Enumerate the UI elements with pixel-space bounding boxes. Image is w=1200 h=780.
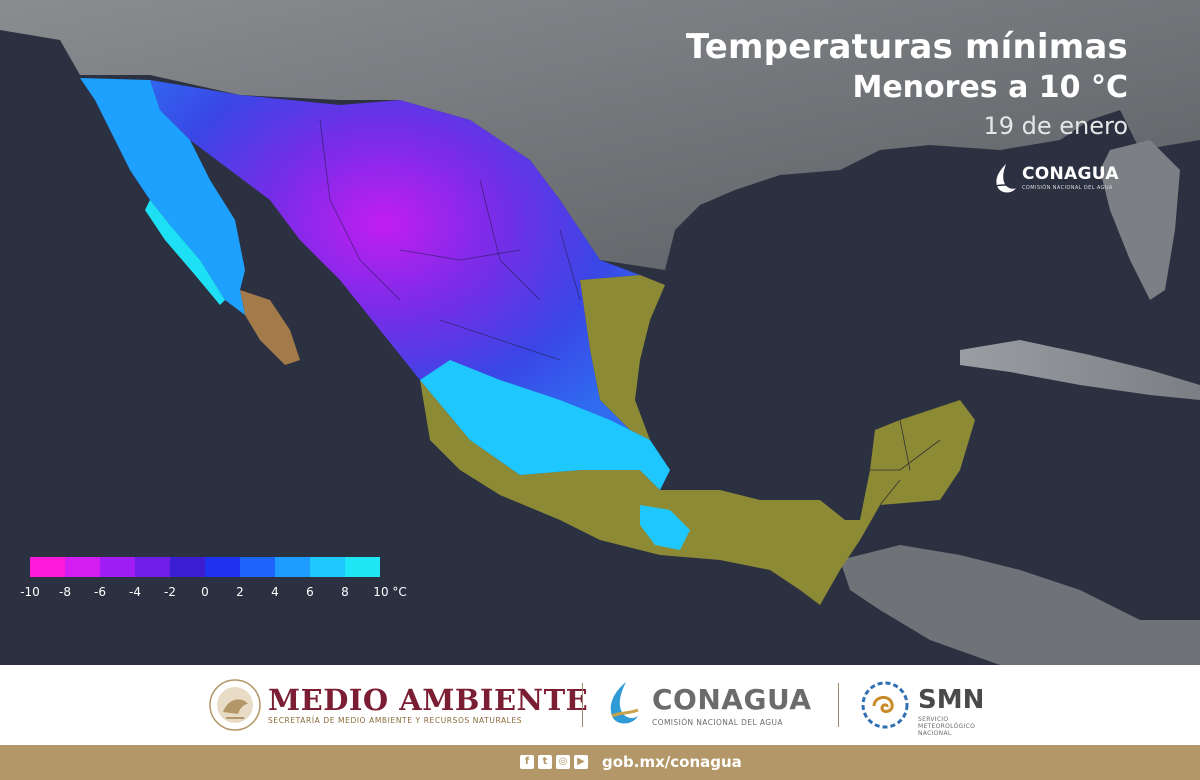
medio-ambiente-title: MEDIO AMBIENTE [268, 683, 589, 717]
legend-tick-label: 10 °C [373, 585, 407, 599]
legend-tick-label: 2 [236, 585, 244, 599]
legend-tick-label: 6 [306, 585, 314, 599]
youtube-icon[interactable]: ▶ [574, 755, 588, 769]
cuba-landmass [960, 340, 1200, 400]
legend-swatch [240, 557, 275, 577]
legend-tick-label: -2 [164, 585, 176, 599]
medio-ambiente-subtitle: SECRETARÍA DE MEDIO AMBIENTE Y RECURSOS … [268, 716, 523, 725]
legend-swatch [205, 557, 240, 577]
usa-landmass [0, 0, 1200, 270]
legend-ticks: -10 -8 -6 -4 -2 0 2 4 6 8 10 °C [20, 585, 412, 601]
social-links: f t ◎ ▶ [520, 755, 588, 771]
mexico-coat-of-arms-icon [209, 679, 261, 731]
legend-tick-label: -4 [129, 585, 141, 599]
website-link[interactable]: gob.mx/conagua [602, 753, 742, 771]
mexico-warm-region [420, 380, 975, 605]
baja-california-cool [80, 78, 245, 315]
conagua-logo-icon [610, 682, 639, 724]
map-title-block: Temperaturas mínimas Menores a 10 °C 19 … [686, 26, 1128, 144]
conagua-subtitle: COMISIÓN NACIONAL DEL AGUA [652, 718, 783, 727]
legend-swatch [100, 557, 135, 577]
map-conagua-logo: CONAGUA COMISIÓN NACIONAL DEL AGUA [990, 160, 1130, 200]
conagua-title: CONAGUA [652, 683, 812, 716]
baja-cyan-edge [145, 200, 225, 305]
footer-separator [582, 683, 583, 727]
map-logo-subtitle: COMISIÓN NACIONAL DEL AGUA [1022, 185, 1113, 191]
twitter-icon[interactable]: t [538, 755, 552, 769]
legend-tick-label: -10 [20, 585, 40, 599]
oaxaca-cool-patch [640, 505, 690, 550]
legend-swatch [30, 557, 65, 577]
map-date: 19 de enero [983, 112, 1128, 140]
footer: MEDIO AMBIENTE SECRETARÍA DE MEDIO AMBIE… [0, 665, 1200, 745]
smn-subtitle: SERVICIO METEOROLÓGICO NACIONAL [918, 716, 975, 737]
conagua-logo-icon [995, 164, 1017, 193]
legend-tick-label: -6 [94, 585, 106, 599]
legend-color-bar [30, 557, 380, 577]
map-graphic [0, 0, 1200, 665]
bottom-bar: f t ◎ ▶ gob.mx/conagua [0, 745, 1200, 780]
legend-swatch [170, 557, 205, 577]
legend-swatch [310, 557, 345, 577]
gulf-coast-warm-strip [580, 275, 665, 440]
smn-subtitle-line: SERVICIO [918, 716, 949, 723]
legend-tick-label: 4 [271, 585, 279, 599]
baja-tip-warm [240, 290, 300, 365]
florida-landmass [1100, 140, 1180, 300]
smn-logo-icon [861, 681, 909, 729]
footer-separator [838, 683, 839, 727]
legend-swatch [275, 557, 310, 577]
smn-subtitle-line: METEOROLÓGICO [918, 723, 976, 730]
legend-swatch [65, 557, 100, 577]
legend-swatch [135, 557, 170, 577]
map-title: Temperaturas mínimas [685, 27, 1128, 67]
smn-title: SMN [918, 685, 985, 715]
central-america-landmass [840, 545, 1200, 665]
legend-tick-label: 8 [341, 585, 349, 599]
facebook-icon[interactable]: f [520, 755, 534, 769]
instagram-icon[interactable]: ◎ [556, 755, 570, 769]
map-subtitle: Menores a 10 °C [852, 70, 1128, 105]
legend-swatch [345, 557, 380, 577]
temperature-map: Temperaturas mínimas Menores a 10 °C 19 … [0, 0, 1200, 665]
legend-tick-label: -8 [59, 585, 71, 599]
smn-subtitle-line: NACIONAL [918, 730, 952, 737]
mexico-cool-belt [420, 360, 670, 490]
legend-tick-label: 0 [201, 585, 209, 599]
mexico-cold-region [150, 80, 670, 490]
temperature-legend: -10 -8 -6 -4 -2 0 2 4 6 8 10 °C [20, 557, 412, 602]
map-logo-name: CONAGUA [1022, 164, 1119, 184]
